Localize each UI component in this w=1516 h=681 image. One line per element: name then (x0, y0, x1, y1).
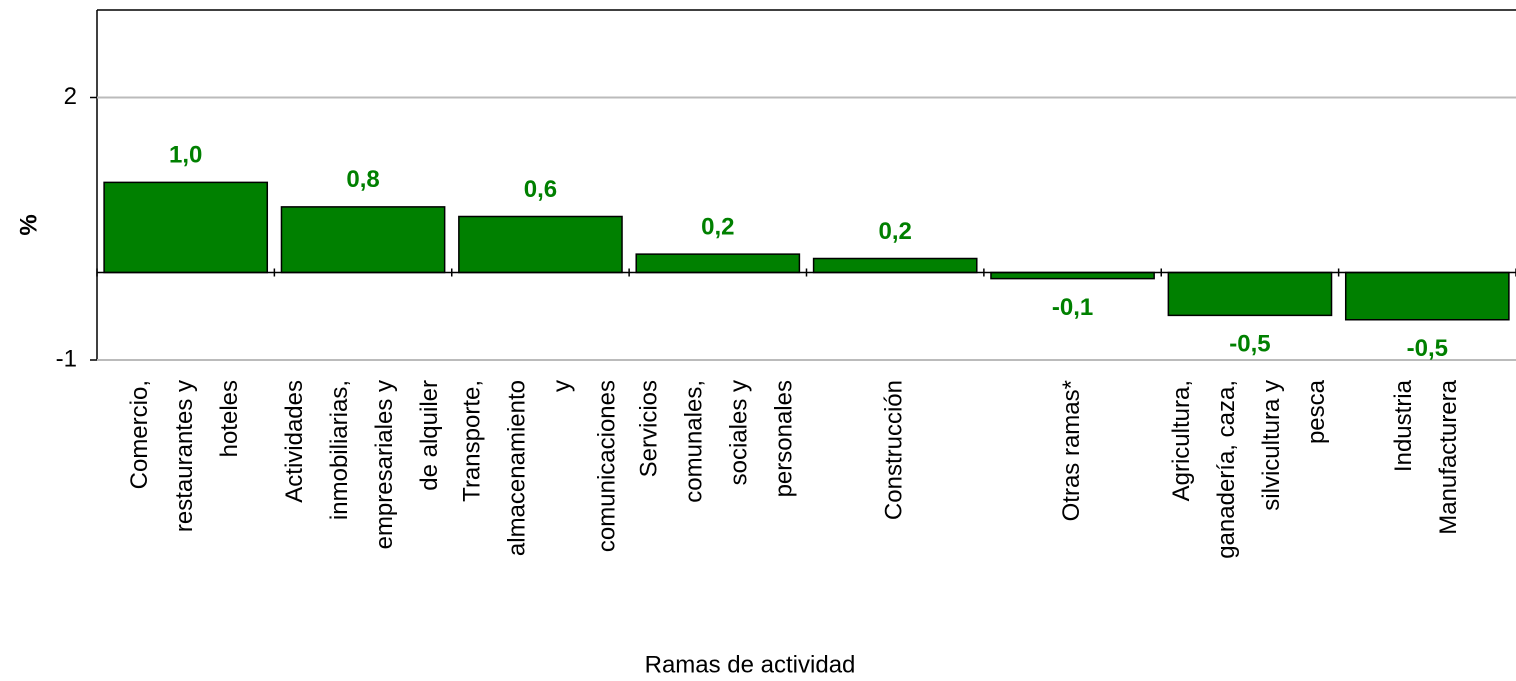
x-tick-label: Construcción (881, 380, 908, 520)
bar (458, 215, 623, 274)
value-label: 0,6 (524, 176, 557, 203)
x-tick-label: Comercio, (126, 380, 153, 489)
value-label: -0,5 (1229, 331, 1270, 358)
bar (1344, 271, 1510, 321)
x-tick-label: Manufacturera (1435, 379, 1462, 534)
x-tick-label: Actividades (281, 380, 308, 503)
bar (812, 257, 978, 274)
value-label: 0,8 (346, 166, 379, 193)
x-tick-label: hoteles (216, 380, 243, 457)
x-tick-label: inmobiliarias, (326, 380, 353, 520)
x-tick-label: Otras ramas* (1058, 380, 1085, 521)
x-axis-title: Ramas de actividad (645, 651, 856, 678)
value-label: -0,1 (1052, 294, 1093, 321)
x-tick-label: y (548, 380, 575, 392)
x-tick-label: ganadería, caza, (1213, 380, 1240, 559)
x-tick-label: Servicios (636, 380, 663, 477)
value-label: 1,0 (169, 142, 202, 169)
bar (990, 271, 1155, 280)
x-tick-label: Industria (1390, 379, 1417, 472)
x-tick-label: personales (771, 380, 798, 497)
x-tick-label: silvicultura y (1258, 380, 1285, 511)
value-label: -0,5 (1407, 335, 1448, 362)
value-label: 0,2 (879, 218, 912, 245)
x-tick-label: restaurantes y (171, 380, 198, 532)
x-tick-label: Agricultura, (1168, 380, 1195, 501)
value-label: 0,2 (701, 213, 734, 240)
y-tick-label: 2 (64, 83, 77, 110)
y-axis-title: % (15, 214, 42, 235)
x-tick-label: comunales, (681, 380, 708, 503)
x-tick-label: pesca (1303, 379, 1330, 444)
x-tick-label: comunicaciones (593, 380, 620, 552)
x-tick-label: sociales y (726, 380, 753, 485)
bar (103, 181, 269, 274)
bar (280, 206, 446, 274)
x-tick-label: de alquiler (416, 380, 443, 491)
bar (1167, 271, 1333, 317)
x-tick-label: empresariales y (371, 380, 398, 549)
bar (635, 253, 801, 274)
x-tick-label: almacenamiento (503, 380, 530, 556)
x-tick-label: Transporte, (458, 380, 485, 502)
y-tick-label: -1 (56, 345, 77, 372)
